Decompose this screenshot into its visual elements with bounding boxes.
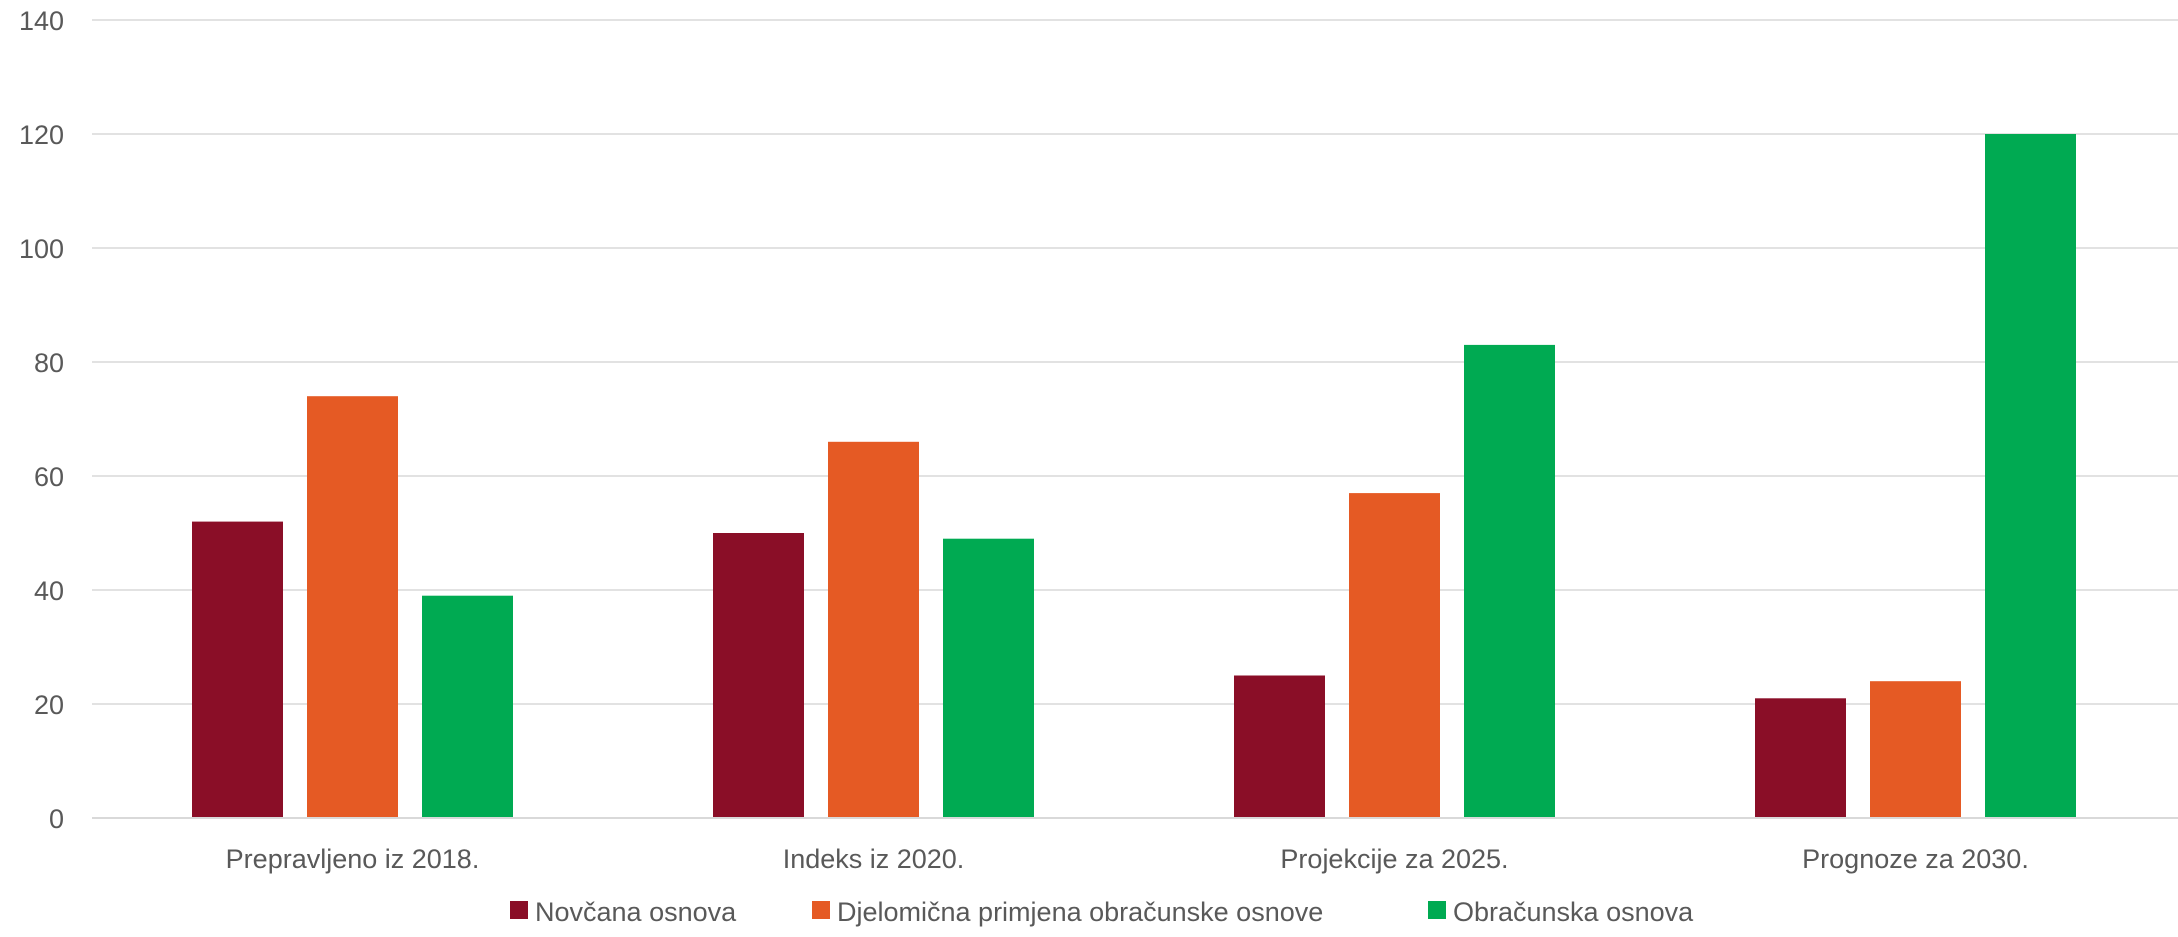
x-category-label: Indeks iz 2020.: [783, 844, 965, 874]
legend-label: Djelomična primjena obračunske osnove: [837, 897, 1323, 927]
bar: [828, 441, 919, 818]
bar: [422, 595, 513, 818]
legend-swatch: [510, 901, 528, 919]
bar: [1755, 698, 1846, 818]
y-tick-label: 0: [49, 804, 64, 834]
legend-swatch: [1428, 901, 1446, 919]
bar: [713, 533, 804, 818]
legend: Novčana osnova Djelomična primjena obraču…: [510, 897, 1694, 927]
y-tick-label: 120: [19, 120, 64, 150]
y-tick-label: 100: [19, 234, 64, 264]
bars: [192, 134, 2076, 818]
bar: [1349, 493, 1440, 818]
bar: [192, 521, 283, 818]
y-tick-label: 80: [34, 348, 64, 378]
legend-label: Novčana osnova: [535, 897, 737, 927]
y-axis-tick-labels: 0 20 40 60 80 100 120 140: [19, 6, 64, 834]
gridlines: [92, 19, 2178, 705]
x-axis-category-labels: Prepravljeno iz 2018. Indeks iz 2020. Proj…: [226, 844, 2029, 874]
legend-label: Obračunska osnova: [1453, 897, 1694, 927]
y-tick-label: 40: [34, 576, 64, 606]
bar: [943, 538, 1034, 818]
y-tick-label: 140: [19, 6, 64, 36]
bar: [1234, 675, 1325, 818]
y-tick-label: 20: [34, 690, 64, 720]
bar: [1870, 681, 1961, 818]
y-tick-label: 60: [34, 462, 64, 492]
bar: [1464, 344, 1555, 818]
legend-swatch: [812, 901, 830, 919]
bar: [1985, 134, 2076, 818]
bar: [307, 396, 398, 818]
x-category-label: Projekcije za 2025.: [1280, 844, 1508, 874]
x-category-label: Prepravljeno iz 2018.: [226, 844, 480, 874]
x-category-label: Prognoze za 2030.: [1802, 844, 2029, 874]
